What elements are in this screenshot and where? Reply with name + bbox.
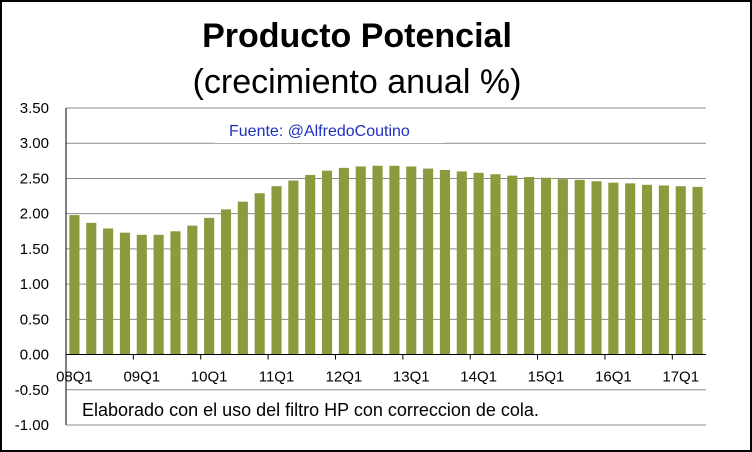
bar-09Q1 <box>136 234 147 355</box>
y-tick-label: 0.50 <box>20 311 49 328</box>
bar-13Q1 <box>406 166 417 355</box>
bar-16Q4 <box>658 185 669 355</box>
bar-14Q4 <box>524 177 535 355</box>
bar-08Q3 <box>103 228 114 355</box>
y-tick-label: 2.00 <box>20 206 49 223</box>
x-tick-label: 16Q1 <box>595 369 632 386</box>
bar-16Q2 <box>625 183 636 355</box>
y-tick-label: 3.00 <box>20 135 49 152</box>
bar-15Q4 <box>591 181 602 355</box>
bar-09Q2 <box>153 234 164 355</box>
bar-17Q1 <box>675 186 686 355</box>
x-tick-label: 17Q1 <box>662 369 699 386</box>
bar-13Q3 <box>439 169 450 355</box>
bar-10Q2 <box>220 209 232 355</box>
y-tick-label: 0.00 <box>20 347 49 364</box>
y-tick-label: 2.50 <box>20 170 49 187</box>
x-tick-label: 12Q1 <box>326 369 363 386</box>
bar-08Q1 <box>69 215 80 355</box>
bar-11Q3 <box>305 174 316 355</box>
source-background <box>214 115 444 143</box>
bar-10Q4 <box>254 193 265 355</box>
bar-10Q1 <box>204 217 215 355</box>
y-tick-label: -1.00 <box>15 417 49 434</box>
x-tick-label: 13Q1 <box>393 369 430 386</box>
x-axis: 08Q1 09Q1 10Q1 11Q1 12Q1 13Q1 14Q1 15Q1 16Q1 17Q1 <box>56 354 699 386</box>
bar-14Q3 <box>507 175 518 355</box>
bar-08Q2 <box>86 222 97 355</box>
bar-16Q3 <box>642 184 653 355</box>
bar-13Q4 <box>456 171 467 355</box>
x-tick-label: 11Q1 <box>259 369 295 386</box>
bar-11Q1 <box>271 186 282 355</box>
y-axis: 3.50 3.00 2.50 2.00 1.50 1.00 0.50 0.00 -0.50 -1.… <box>15 100 67 434</box>
bar-16Q1 <box>608 182 619 355</box>
bar-15Q1 <box>540 177 552 355</box>
bar-15Q3 <box>574 179 585 355</box>
chart-title: Producto Potencial <box>202 17 512 55</box>
bar-09Q3 <box>170 231 181 355</box>
bar-14Q1 <box>473 172 484 355</box>
bar-11Q2 <box>288 180 299 355</box>
x-tick-label: 08Q1 <box>56 369 93 386</box>
bar-12Q4 <box>389 165 400 355</box>
bar-15Q2 <box>557 179 568 355</box>
chart-subtitle: (crecimiento anual %) <box>192 63 522 101</box>
y-tick-label: 3.50 <box>20 100 49 117</box>
chart-note: Elaborado con el uso del filtro HP con c… <box>82 400 539 420</box>
bar-08Q4 <box>119 232 130 355</box>
bar-09Q4 <box>187 225 198 355</box>
bars <box>69 165 703 355</box>
bar-12Q1 <box>338 167 349 355</box>
x-tick-label: 15Q1 <box>528 369 565 386</box>
x-tick-label: 09Q1 <box>123 369 160 386</box>
bar-13Q2 <box>423 168 434 355</box>
bar-11Q4 <box>322 170 333 355</box>
bar-17Q2 <box>692 186 703 355</box>
bar-12Q2 <box>355 166 366 355</box>
y-tick-label: 1.50 <box>20 241 49 258</box>
y-tick-label: -0.50 <box>15 382 49 399</box>
source-label: Fuente: @AlfredoCoutino <box>229 123 410 140</box>
bar-12Q3 <box>372 165 383 355</box>
x-tick-label: 10Q1 <box>191 369 228 386</box>
y-tick-label: 1.00 <box>20 276 49 293</box>
bar-10Q3 <box>237 201 248 355</box>
bar-14Q2 <box>490 174 501 355</box>
x-tick-label: 14Q1 <box>460 369 497 386</box>
